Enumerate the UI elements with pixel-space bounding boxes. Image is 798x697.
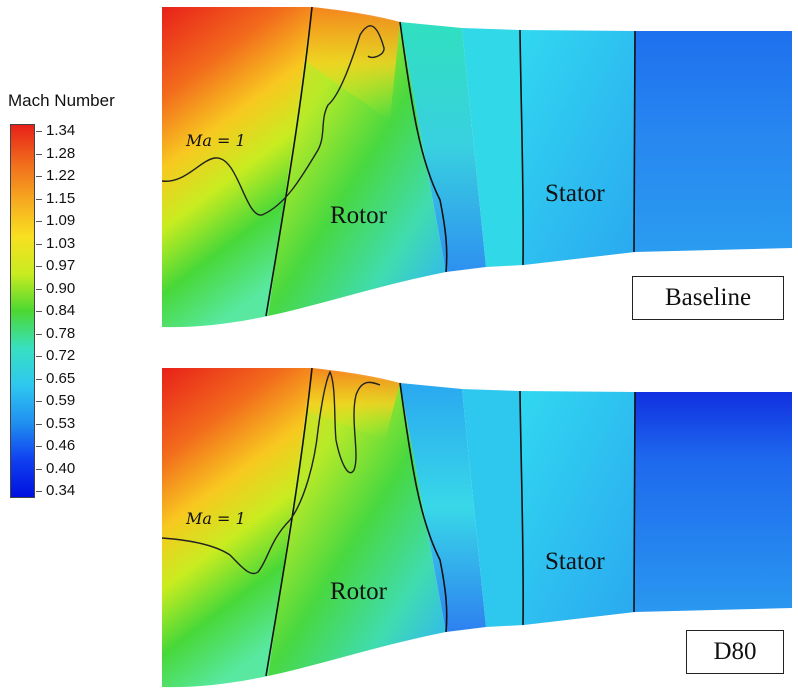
colorbar-tick-mark <box>36 311 42 312</box>
colorbar-tick-label: 1.03 <box>46 234 76 252</box>
d80-rotor-label: Rotor <box>330 578 388 605</box>
colorbar-tick-mark <box>36 176 42 177</box>
d80-stator-inlet <box>462 389 524 627</box>
baseline-rotor-trailing-edge <box>399 21 448 273</box>
colorbar-tick-label: 0.53 <box>46 414 76 432</box>
colorbar-tick-label: 1.28 <box>46 144 76 162</box>
d80-panel <box>161 367 792 688</box>
d80-case-label: D80 <box>686 630 784 674</box>
colorbar-tick-label: 1.22 <box>46 167 76 184</box>
d80-sonic-label: Ma = 1 <box>185 509 246 528</box>
d80-stator-label: Stator <box>545 548 605 575</box>
colorbar-tick-mark <box>36 446 42 447</box>
d80-stator-region <box>520 391 635 625</box>
d80-gap-region <box>400 383 486 632</box>
colorbar-tick-mark <box>36 131 42 132</box>
mach-colorbar <box>10 124 35 498</box>
colorbar-tick-label: 0.72 <box>46 347 76 364</box>
baseline-outlet-region <box>635 31 792 252</box>
colorbar-tick-label: 0.97 <box>46 257 76 274</box>
baseline-rotor-leading-edge <box>265 6 313 317</box>
colorbar-tick-mark <box>36 423 42 425</box>
colorbar-tick-label: 1.34 <box>46 122 76 139</box>
colorbar-tick-label: 1.09 <box>46 212 76 229</box>
baseline-stator-label: Stator <box>545 180 605 207</box>
baseline-stator-inlet <box>462 28 524 267</box>
colorbar-tick-mark <box>36 221 42 222</box>
colorbar-tick-label: 0.40 <box>46 459 76 477</box>
colorbar-tick-mark <box>36 333 42 335</box>
colorbar-tick-mark <box>36 356 42 357</box>
d80-rotor-leading-edge <box>265 367 313 677</box>
baseline-sonic-label: Ma = 1 <box>185 131 246 150</box>
colorbar-tick-label: 0.78 <box>46 324 76 342</box>
colorbar-tick-mark <box>36 243 42 245</box>
colorbar-tick-mark <box>36 266 42 267</box>
colorbar-tick-label: 0.65 <box>46 369 76 387</box>
baseline-inlet-region <box>162 7 312 328</box>
colorbar-tick-mark <box>36 198 42 200</box>
baseline-rotor-region <box>268 7 446 316</box>
colorbar-tick-label: 0.90 <box>46 279 76 297</box>
d80-stator-leading-edge <box>519 390 524 626</box>
colorbar-tick-mark <box>36 288 42 290</box>
d80-stator-trailing-edge <box>633 391 636 613</box>
d80-inlet-region <box>162 368 312 688</box>
d80-rotor-region <box>268 368 446 676</box>
baseline-sonic-line <box>161 25 385 216</box>
colorbar-tick-mark <box>36 401 42 402</box>
d80-rotor-trailing-edge <box>399 382 448 633</box>
colorbar-tick-mark <box>36 153 42 155</box>
baseline-panel <box>161 6 792 328</box>
baseline-stator-region <box>520 30 635 265</box>
d80-sonic-line <box>161 370 381 575</box>
baseline-gap-region <box>400 22 486 272</box>
baseline-stator-leading-edge <box>519 29 524 266</box>
colorbar-tick-mark <box>36 468 42 470</box>
d80-outlet-region <box>635 392 792 612</box>
colorbar-tick-label: 0.34 <box>46 482 76 499</box>
colorbar-tick-label: 0.59 <box>46 392 76 409</box>
baseline-stator-trailing-edge <box>633 30 636 253</box>
d80-hot-spot <box>305 368 400 440</box>
colorbar-tick-label: 1.15 <box>46 189 76 207</box>
baseline-rotor-label: Rotor <box>330 202 388 229</box>
colorbar-tick-mark <box>36 378 42 380</box>
colorbar-tick-label: 0.84 <box>46 302 76 319</box>
baseline-hot-spot <box>305 7 400 120</box>
baseline-case-label: Baseline <box>632 276 784 320</box>
colorbar-tick-label: 0.46 <box>46 437 76 454</box>
colorbar-tick-mark <box>36 491 42 492</box>
colorbar-title: Mach Number <box>8 91 115 110</box>
